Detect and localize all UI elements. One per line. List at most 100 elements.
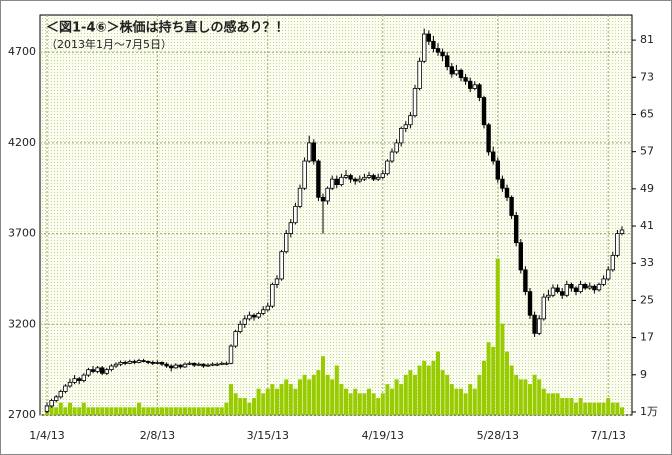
- candle-body: [182, 363, 188, 368]
- volume-bar: [523, 379, 528, 415]
- candle-body: [348, 175, 353, 180]
- candle-body: [123, 361, 128, 364]
- volume-bar: [394, 379, 399, 415]
- candle-body: [44, 405, 50, 412]
- volume-bar: [164, 407, 169, 415]
- candle-body: [578, 283, 583, 293]
- volume-bar: [592, 402, 597, 415]
- volume-bar: [187, 407, 192, 415]
- candle-body: [573, 287, 579, 293]
- volume-bar: [514, 374, 519, 415]
- candle-body: [357, 178, 362, 182]
- volume-bar: [472, 388, 477, 415]
- candle-body: [283, 233, 289, 253]
- x-tick-label: 3/15/13: [247, 429, 289, 442]
- candle-body: [352, 178, 358, 182]
- volume-bar: [367, 388, 371, 415]
- volume-bar: [546, 393, 551, 415]
- candle-body: [320, 196, 326, 202]
- volume-bar: [54, 407, 59, 415]
- volume-bar: [468, 384, 473, 415]
- y2-tick-label: 57: [640, 145, 654, 158]
- candle-body: [274, 278, 280, 285]
- candle-body: [178, 364, 183, 368]
- candle-body: [339, 176, 344, 186]
- volume-bar: [173, 407, 178, 415]
- volume-bar: [270, 384, 275, 415]
- volume-bar: [293, 388, 298, 415]
- candle-body: [297, 187, 303, 207]
- volume-bar: [426, 365, 431, 415]
- candle-body: [325, 187, 330, 202]
- chart-title: ＜図1-4⑥＞株価は持ち直しの感あり？！: [46, 20, 289, 36]
- candle-body: [435, 48, 441, 53]
- volume-bar: [77, 407, 82, 415]
- candle-body: [316, 160, 321, 198]
- candle-body: [63, 385, 68, 392]
- volume-bar: [242, 398, 247, 415]
- candle-body: [440, 51, 445, 57]
- volume-bar: [150, 407, 155, 415]
- candle-body: [306, 142, 312, 162]
- candle-body: [279, 251, 284, 280]
- candle-body: [564, 283, 569, 296]
- volume-bar: [68, 402, 72, 415]
- volume-bar: [233, 393, 238, 415]
- candle-body: [205, 364, 211, 367]
- candle-body: [127, 361, 132, 364]
- candle-body: [606, 269, 611, 280]
- y-tick-label: 4200: [8, 136, 36, 149]
- volume-bar: [551, 393, 555, 415]
- volume-bar: [610, 402, 615, 415]
- candle-body: [136, 360, 142, 363]
- volume-bar: [528, 384, 532, 415]
- volume-bar: [298, 379, 302, 415]
- volume-bar: [344, 388, 348, 415]
- candle-body: [504, 187, 510, 198]
- candle-body: [90, 369, 96, 372]
- candle-body: [592, 285, 597, 291]
- volume-bar: [279, 384, 284, 415]
- candle-body: [362, 176, 367, 180]
- candle-body: [173, 364, 178, 369]
- y2-tick-label: 81: [640, 33, 654, 46]
- candle-body: [58, 391, 63, 398]
- candle-body: [251, 314, 257, 318]
- candle-body: [610, 254, 615, 271]
- candle-body: [481, 97, 487, 126]
- candle-body: [329, 178, 335, 189]
- volume-bar: [302, 374, 307, 415]
- volume-bar: [265, 388, 270, 415]
- candle-body: [100, 367, 105, 374]
- y2-tick-label: 1万: [640, 405, 658, 418]
- candle-body: [224, 362, 229, 365]
- volume-bar: [137, 402, 141, 415]
- candle-body: [288, 222, 293, 234]
- volume-bar: [178, 407, 183, 415]
- volume-bar: [284, 379, 289, 415]
- volume-bar: [275, 388, 279, 415]
- candle-body: [596, 283, 602, 291]
- volume-bar: [49, 402, 54, 415]
- candle-body: [444, 55, 450, 68]
- volume-bar: [109, 407, 114, 415]
- volume-bar: [348, 393, 353, 415]
- candle-body: [270, 283, 275, 307]
- volume-bar: [601, 402, 606, 415]
- candle-body: [113, 363, 119, 367]
- volume-bar: [160, 407, 164, 415]
- volume-bar: [321, 356, 325, 415]
- volume-bar: [353, 388, 358, 415]
- volume-bar: [288, 384, 293, 415]
- y2-tick-label: 41: [640, 219, 654, 232]
- volume-bar: [155, 407, 160, 415]
- candle-body: [490, 151, 496, 162]
- volume-bar: [597, 402, 601, 415]
- candle-body: [527, 291, 533, 316]
- candle-body: [375, 176, 381, 180]
- candle-body: [417, 60, 422, 89]
- volume-bar: [371, 393, 376, 415]
- candle-body: [265, 305, 270, 311]
- y2-tick-label: 73: [640, 70, 654, 83]
- volume-bar: [72, 407, 77, 415]
